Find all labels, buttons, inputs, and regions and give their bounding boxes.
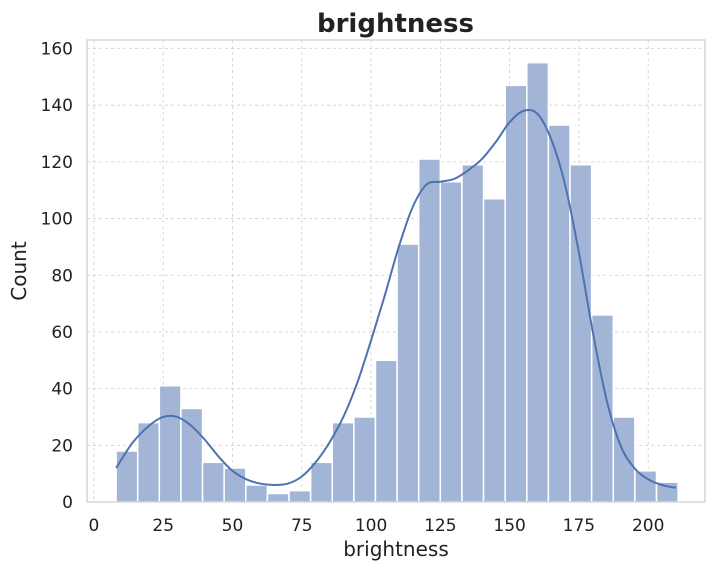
x-tick-label: 200 (632, 516, 664, 536)
x-axis-label: brightness (343, 537, 449, 561)
y-tick-label: 0 (62, 493, 73, 513)
histogram-bar (309, 461, 334, 503)
histogram-bar (461, 163, 485, 503)
histogram-bar (634, 470, 658, 503)
x-tick-label: 75 (291, 516, 313, 536)
y-tick-label: 160 (41, 40, 73, 60)
histogram-bar (526, 61, 550, 503)
y-tick-label: 140 (41, 96, 73, 116)
x-tick-label: 0 (89, 516, 100, 536)
y-tick-label: 60 (51, 323, 73, 343)
histogram-bar (288, 489, 312, 503)
histogram-bar (569, 163, 593, 503)
histogram-bar (547, 124, 571, 503)
y-tick-label: 100 (41, 210, 73, 230)
histogram-bar (439, 180, 463, 503)
histogram-bar (201, 461, 225, 503)
histogram-bar (396, 243, 420, 503)
y-tick-label: 40 (51, 380, 73, 400)
histogram-bar (158, 385, 182, 503)
chart-title: brightness (317, 9, 474, 39)
x-tick-label: 100 (355, 516, 387, 536)
histogram-bar (417, 158, 442, 503)
y-tick-label: 80 (51, 266, 73, 286)
histogram-bar (331, 421, 355, 503)
y-axis-label: Count (7, 241, 31, 301)
y-tick-label: 120 (41, 153, 73, 173)
histogram-bar (612, 416, 636, 503)
x-tick-label: 50 (222, 516, 244, 536)
x-axis-ticks: 0 25 50 75 100 125 150 175 200 (89, 516, 665, 536)
x-tick-label: 125 (424, 516, 456, 536)
histogram-bar (353, 416, 377, 503)
histogram-bar (374, 359, 398, 503)
histogram-bars (115, 61, 679, 503)
x-tick-label: 25 (152, 516, 174, 536)
histogram-bar (482, 197, 506, 503)
histogram-bar (266, 492, 290, 503)
y-tick-label: 20 (51, 436, 73, 456)
histogram-bar (245, 484, 269, 503)
y-axis-ticks: 0 20 40 60 80 100 120 140 160 (41, 40, 73, 513)
histogram-bar (504, 84, 528, 503)
x-tick-label: 175 (563, 516, 595, 536)
plot-frame (86, 39, 706, 503)
kde-curve (115, 108, 677, 489)
x-tick-label: 150 (493, 516, 525, 536)
histogram-bar (115, 450, 139, 503)
histogram-bar (180, 407, 204, 503)
